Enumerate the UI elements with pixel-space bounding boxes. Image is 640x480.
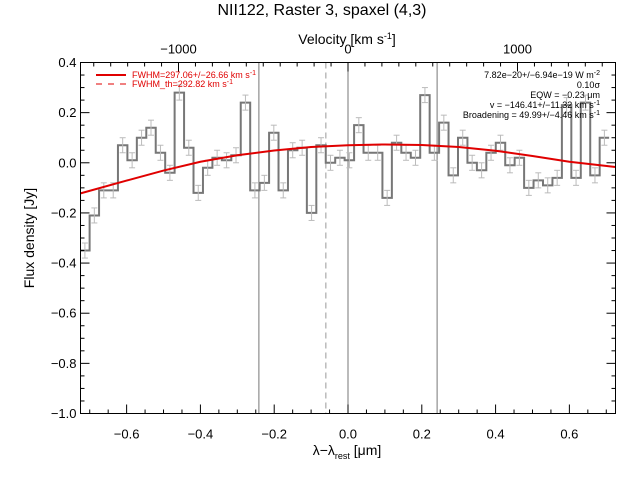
legend-entry-text: FWHM=297.06+/−26.66 km s [132, 70, 250, 80]
axis-ticks: −0.6 −0.4 −0.2 0.0 0.2 0.4 0.6 −1.0 −0.8 −0.6 −0.4… [51, 42, 616, 442]
fit-curve [80, 143, 616, 195]
error-bar [91, 207, 98, 224]
y-axis-label: Flux density [Jy] [21, 188, 37, 288]
error-bar [261, 174, 268, 191]
spectrum-steps [80, 91, 610, 252]
error-bar [573, 169, 580, 186]
annotation-line: v = −146.41+/−11.32 km s-1 [490, 100, 600, 110]
error-bar [280, 182, 287, 199]
x-tick-label: −0.4 [188, 427, 214, 442]
error-bar [270, 124, 277, 141]
error-bar [166, 164, 173, 181]
error-bar [535, 172, 542, 189]
plot-marks [80, 62, 616, 414]
error-bar [563, 97, 570, 114]
y-tick-label: −0.4 [51, 256, 77, 271]
error-bar [469, 154, 476, 171]
error-bar [421, 87, 428, 104]
error-bar [516, 149, 523, 166]
x-axis-label: λ−λrest [μm] [313, 442, 382, 461]
legend-entry-sup: -1 [250, 70, 256, 77]
y-tick-label: −0.8 [51, 356, 77, 371]
annotation-text: Broadening = 49.99+/−4.46 km s [463, 110, 594, 120]
error-bar [393, 134, 400, 151]
error-bar [544, 177, 551, 194]
x-tick-label: −0.6 [114, 427, 140, 442]
legend-entry: FWHM=297.06+/−26.66 km s-1 [132, 70, 256, 80]
error-bar [81, 242, 88, 259]
annotation-text: v = −146.41+/−11.32 km s [490, 100, 594, 110]
error-bar [195, 184, 202, 201]
error-bar [223, 152, 230, 169]
y-tick-label: 0.2 [58, 105, 76, 120]
error-bar [525, 179, 532, 196]
y-tick-label: −0.2 [51, 205, 77, 220]
error-bar [289, 142, 296, 159]
annotation-sup: -2 [594, 70, 600, 77]
error-bar [591, 167, 598, 184]
annotation-text: 0.10σ [577, 80, 601, 90]
annotation-sup: -1 [594, 100, 600, 107]
error-bar [412, 149, 419, 166]
chart-title: NII122, Raster 3, spaxel (4,3) [218, 2, 427, 19]
error-bar [478, 162, 485, 179]
annotation-text: EQW = −0.23 μm [530, 90, 600, 100]
legend-entry: FWHM_th=292.82 km s-1 [132, 79, 233, 89]
x-tick-label: 0.2 [413, 427, 431, 442]
error-bar [251, 182, 258, 199]
annotation-line: 0.10σ [577, 80, 601, 90]
error-bar [176, 84, 183, 101]
error-bar [450, 167, 457, 184]
error-bar [214, 149, 221, 166]
error-bar [346, 152, 353, 169]
x-tick-label: 0.4 [487, 427, 505, 442]
x-tick-label: −0.2 [261, 427, 287, 442]
legend-entry-sup: -1 [227, 79, 233, 86]
x-tick-label: 0.0 [339, 427, 357, 442]
y-tick-label: −0.6 [51, 306, 77, 321]
error-bar [129, 152, 136, 169]
error-bar [138, 129, 145, 146]
legend-entry-text: FWHM_th=292.82 km s [132, 79, 227, 89]
error-bar [308, 204, 315, 221]
error-bar [459, 129, 466, 146]
error-bar [242, 94, 249, 111]
annotation-line: EQW = −0.23 μm [530, 90, 600, 100]
error-bar [440, 114, 447, 131]
top-axis-label: Velocity [km s-1] [298, 31, 396, 47]
error-bar [148, 119, 155, 136]
error-bar [336, 149, 343, 166]
x-tick-label: 0.6 [560, 427, 578, 442]
top-tick-label: −1000 [160, 42, 197, 57]
annotation-text: 7.82e−20+/−6.94e−19 W m [484, 70, 594, 80]
y-tick-label: 0.0 [58, 155, 76, 170]
error-bar [185, 139, 192, 156]
y-tick-label: 0.4 [58, 55, 76, 70]
error-bar [327, 154, 334, 171]
error-bar [355, 117, 362, 134]
plot-frame [80, 62, 616, 414]
top-tick-label: 0 [344, 42, 351, 57]
error-bar [506, 157, 513, 174]
error-bar [318, 137, 325, 154]
error-bar [100, 182, 107, 199]
annotation-line: Broadening = 49.99+/−4.46 km s-1 [463, 110, 600, 120]
error-bar [582, 94, 589, 111]
annotation-sup: -1 [594, 110, 600, 117]
error-bar [157, 144, 164, 161]
annotation-line: 7.82e−20+/−6.94e−19 W m-2 [484, 70, 600, 80]
error-bar [554, 169, 561, 186]
top-tick-label: 1000 [503, 42, 532, 57]
y-tick-label: −1.0 [51, 406, 77, 421]
legend: FWHM=297.06+/−26.66 km s-1FWHM_th=292.82… [96, 70, 256, 89]
error-bar [384, 189, 391, 206]
error-bar [488, 144, 495, 161]
error-bar [119, 137, 126, 154]
error-bar [601, 129, 608, 146]
